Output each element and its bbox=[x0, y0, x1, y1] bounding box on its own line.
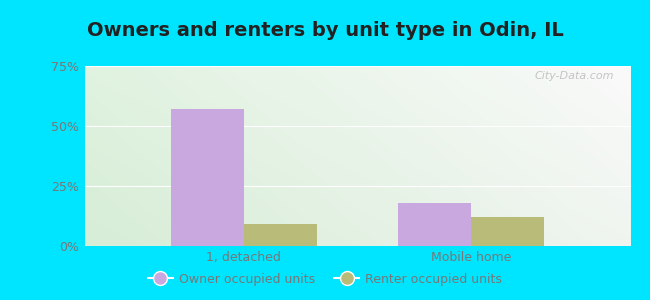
Text: Owners and renters by unit type in Odin, IL: Owners and renters by unit type in Odin,… bbox=[86, 21, 564, 40]
Text: City-Data.com: City-Data.com bbox=[534, 71, 614, 81]
Bar bbox=[398, 203, 471, 246]
Bar bbox=[244, 224, 317, 246]
Bar bbox=[471, 217, 544, 246]
Bar bbox=[171, 109, 244, 246]
Legend: Owner occupied units, Renter occupied units: Owner occupied units, Renter occupied un… bbox=[143, 268, 507, 291]
